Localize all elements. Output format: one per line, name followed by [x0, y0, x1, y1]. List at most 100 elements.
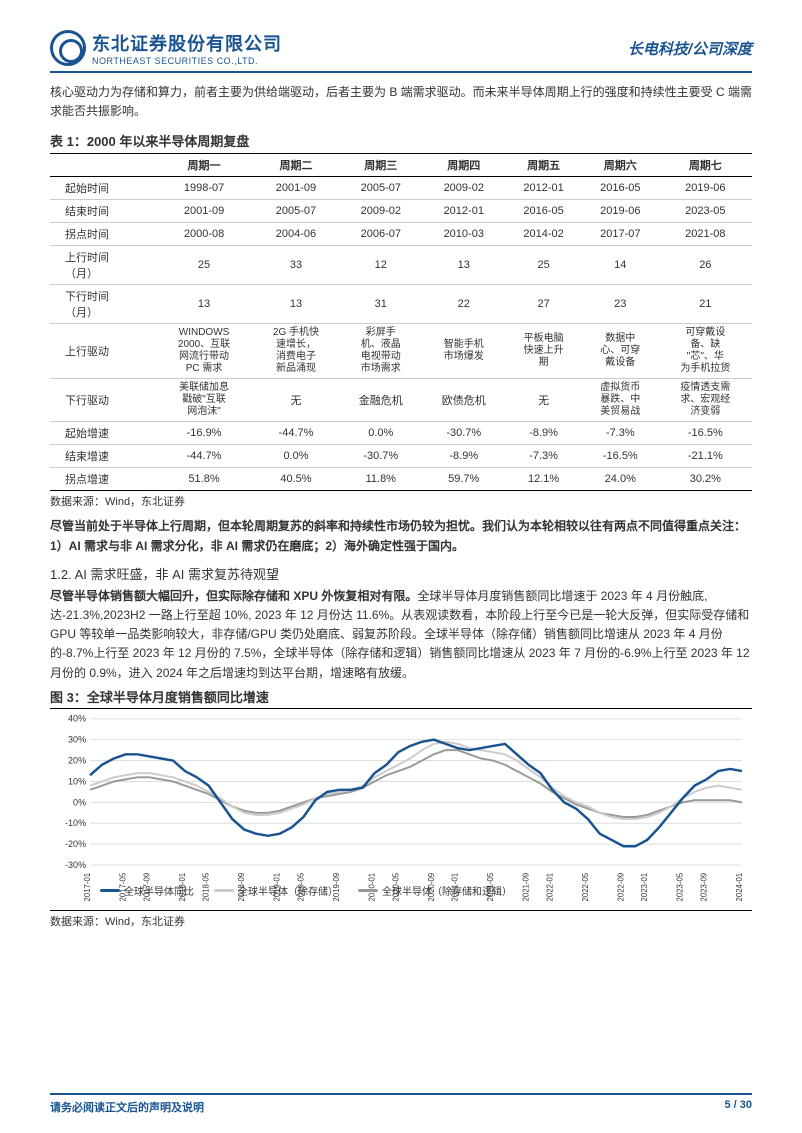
table-cell: 2006-07 — [339, 223, 422, 246]
table-cell: -16.9% — [155, 422, 252, 445]
table-cell: 12 — [339, 246, 422, 285]
table-cell: 欧债危机 — [422, 379, 505, 422]
company-logo-icon — [50, 30, 86, 66]
table-cell: 0.0% — [253, 445, 340, 468]
table-cell: -21.1% — [659, 445, 752, 468]
table-header-cell — [50, 154, 155, 177]
legend-label: 全球半导体（除存储） — [238, 883, 338, 898]
table-cell: 27 — [505, 285, 582, 324]
table-cell: 13 — [253, 285, 340, 324]
table-cell: 2019-06 — [659, 177, 752, 200]
table-cell: 2019-06 — [582, 200, 659, 223]
page-header: 东北证券股份有限公司 NORTHEAST SECURITIES CO.,LTD.… — [50, 30, 752, 73]
table-row: 起始增速-16.9%-44.7%0.0%-30.7%-8.9%-7.3%-16.… — [50, 422, 752, 445]
table-row: 下行时间 （月）13133122272321 — [50, 285, 752, 324]
table-cell: 21 — [659, 285, 752, 324]
table-row: 拐点时间2000-082004-062006-072010-032014-022… — [50, 223, 752, 246]
table-row-label: 拐点时间 — [50, 223, 155, 246]
table-cell: -30.7% — [422, 422, 505, 445]
table-header-cell: 周期一 — [155, 154, 252, 177]
table-row-label: 拐点增速 — [50, 468, 155, 491]
table-cell: -16.5% — [659, 422, 752, 445]
chart3-svg: -30%-20%-10%0%10%20%30%40%2017-012017-05… — [50, 711, 752, 906]
table-cell: 33 — [253, 246, 340, 285]
table-row-label: 下行时间 （月） — [50, 285, 155, 324]
table-row-label: 上行驱动 — [50, 324, 155, 379]
table-row: 下行驱动美联储加息 戳破"互联 网泡沫"无金融危机欧债危机无虚拟货币 暴跌、中 … — [50, 379, 752, 422]
table-row-label: 起始时间 — [50, 177, 155, 200]
table-cell: 25 — [155, 246, 252, 285]
table-header-cell: 周期六 — [582, 154, 659, 177]
svg-text:-30%: -30% — [65, 860, 86, 870]
table-row: 上行时间 （月）25331213251426 — [50, 246, 752, 285]
table-cell: -7.3% — [582, 422, 659, 445]
table-cell: 2023-05 — [659, 200, 752, 223]
table-cell: 12.1% — [505, 468, 582, 491]
report-type: 长电科技/公司深度 — [628, 38, 752, 59]
table-row-label: 起始增速 — [50, 422, 155, 445]
table-cell: 2016-05 — [505, 200, 582, 223]
table-header-cell: 周期二 — [253, 154, 340, 177]
table-cell: -44.7% — [155, 445, 252, 468]
legend-color-swatch — [358, 889, 378, 892]
table-row: 拐点增速51.8%40.5%11.8%59.7%12.1%24.0%30.2% — [50, 468, 752, 491]
table-cell: 2016-05 — [582, 177, 659, 200]
table-cell: -8.9% — [505, 422, 582, 445]
footer-page: 5 / 30 — [724, 1099, 752, 1115]
table-cell: -8.9% — [422, 445, 505, 468]
legend-label: 全球半导体同比 — [124, 883, 194, 898]
table-cell: 美联储加息 戳破"互联 网泡沫" — [155, 379, 252, 422]
svg-text:10%: 10% — [68, 776, 86, 786]
table-cell: 1998-07 — [155, 177, 252, 200]
table-cell: 智能手机 市场爆发 — [422, 324, 505, 379]
legend-item: 全球半导体（除存储） — [214, 883, 338, 898]
table-cell: 2009-02 — [422, 177, 505, 200]
table-row: 起始时间1998-072001-092005-072009-022012-012… — [50, 177, 752, 200]
table-row: 上行驱动WINDOWS 2000、互联 网流行带动 PC 需求2G 手机快 速增… — [50, 324, 752, 379]
table-cell: 2001-09 — [155, 200, 252, 223]
table-cell: 26 — [659, 246, 752, 285]
table-cell: 2001-09 — [253, 177, 340, 200]
table-cell: 数据中 心、可穿 戴设备 — [582, 324, 659, 379]
legend-item: 全球半导体（除存储和逻辑） — [358, 883, 512, 898]
table-cell: 2021-08 — [659, 223, 752, 246]
company-name-en: NORTHEAST SECURITIES CO.,LTD. — [92, 56, 282, 66]
table-cell: 2G 手机快 速增长， 消费电子 新品涌现 — [253, 324, 340, 379]
table-cell: 31 — [339, 285, 422, 324]
logo-block: 东北证券股份有限公司 NORTHEAST SECURITIES CO.,LTD. — [50, 30, 282, 66]
table-cell: 2012-01 — [422, 200, 505, 223]
legend-label: 全球半导体（除存储和逻辑） — [382, 883, 512, 898]
legend-color-swatch — [214, 889, 234, 892]
table-cell: WINDOWS 2000、互联 网流行带动 PC 需求 — [155, 324, 252, 379]
svg-text:-10%: -10% — [65, 818, 86, 828]
table-cell: 24.0% — [582, 468, 659, 491]
svg-text:0%: 0% — [73, 797, 86, 807]
svg-text:20%: 20% — [68, 755, 86, 765]
table-cell: 可穿戴设 备、缺 "芯"、华 为手机拉货 — [659, 324, 752, 379]
table-cell: 疫情透支需 求、宏观经 济变弱 — [659, 379, 752, 422]
chart3: -30%-20%-10%0%10%20%30%40%2017-012017-05… — [50, 711, 752, 911]
table-header-cell: 周期七 — [659, 154, 752, 177]
table-cell: 40.5% — [253, 468, 340, 491]
cycle-table: 周期一周期二周期三周期四周期五周期六周期七 起始时间1998-072001-09… — [50, 153, 752, 491]
legend-color-swatch — [100, 889, 120, 892]
table-row-label: 结束时间 — [50, 200, 155, 223]
table-cell: 2014-02 — [505, 223, 582, 246]
company-name-cn: 东北证券股份有限公司 — [92, 30, 282, 56]
table-cell: -7.3% — [505, 445, 582, 468]
table-cell: 30.2% — [659, 468, 752, 491]
table-row-label: 结束增速 — [50, 445, 155, 468]
table-cell: 2005-07 — [339, 177, 422, 200]
table-row: 结束时间2001-092005-072009-022012-012016-052… — [50, 200, 752, 223]
table-cell: 23 — [582, 285, 659, 324]
table-cell: 13 — [422, 246, 505, 285]
section-1-2-body: 尽管半导体销售额大幅回升，但实际除存储和 XPU 外恢复相对有限。全球半导体月度… — [50, 587, 752, 683]
table-cell: 2017-07 — [582, 223, 659, 246]
table-cell: 无 — [505, 379, 582, 422]
footer-disclaimer: 请务必阅读正文后的声明及说明 — [50, 1099, 204, 1115]
table-cell: 0.0% — [339, 422, 422, 445]
table-cell: 2010-03 — [422, 223, 505, 246]
table-header-cell: 周期五 — [505, 154, 582, 177]
svg-text:30%: 30% — [68, 734, 86, 744]
table-cell: 51.8% — [155, 468, 252, 491]
